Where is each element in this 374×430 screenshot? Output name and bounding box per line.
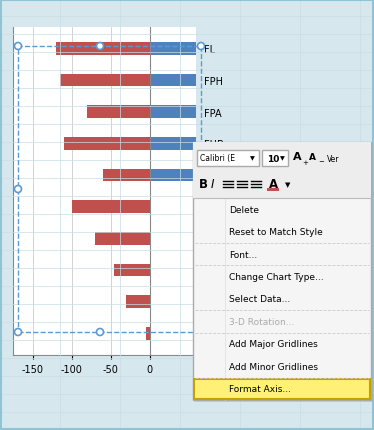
Text: Format Axis...: Format Axis...	[229, 384, 291, 393]
Bar	[95, 233, 150, 245]
Bar	[103, 169, 150, 182]
Circle shape	[197, 186, 205, 193]
Text: 3-D Rotation...: 3-D Rotation...	[229, 317, 294, 326]
Circle shape	[197, 43, 205, 50]
Text: Calibri (E: Calibri (E	[200, 154, 235, 163]
Text: A: A	[309, 153, 316, 162]
Bar	[114, 264, 150, 276]
Text: Font...: Font...	[229, 250, 257, 259]
Bar	[56, 43, 150, 55]
Bar	[150, 74, 243, 87]
Text: Add Minor Gridlines: Add Minor Gridlines	[229, 362, 318, 371]
Text: Change Chart Type...: Change Chart Type...	[229, 273, 324, 281]
FancyBboxPatch shape	[193, 143, 371, 400]
Circle shape	[15, 43, 21, 50]
Text: ▼: ▼	[280, 156, 285, 161]
FancyBboxPatch shape	[197, 150, 259, 166]
FancyBboxPatch shape	[193, 143, 371, 199]
Bar	[87, 106, 150, 119]
Text: Ver: Ver	[327, 154, 340, 163]
FancyBboxPatch shape	[194, 379, 370, 399]
Text: Reset to Match Style: Reset to Match Style	[229, 227, 323, 236]
Text: −: −	[318, 159, 324, 165]
Text: A: A	[293, 152, 301, 162]
Bar	[145, 327, 150, 340]
Bar	[150, 138, 220, 150]
Text: 10: 10	[267, 154, 279, 163]
Text: A: A	[269, 178, 278, 191]
Circle shape	[96, 43, 104, 50]
Text: +: +	[302, 160, 308, 166]
Text: Delete: Delete	[229, 205, 259, 214]
Text: I: I	[211, 178, 215, 191]
Circle shape	[15, 329, 21, 336]
Bar	[150, 106, 227, 119]
Circle shape	[15, 186, 21, 193]
Bar	[150, 169, 204, 182]
Bar	[150, 43, 251, 55]
Bar	[60, 74, 150, 87]
Text: ▼: ▼	[285, 181, 290, 187]
Bar	[126, 296, 150, 308]
Text: ▼: ▼	[250, 156, 255, 161]
Circle shape	[96, 329, 104, 336]
Bar	[64, 138, 150, 150]
FancyBboxPatch shape	[267, 189, 279, 191]
Circle shape	[197, 329, 205, 336]
FancyBboxPatch shape	[262, 150, 288, 166]
Bar	[71, 201, 150, 213]
Text: B: B	[199, 178, 208, 191]
Text: Select Data...: Select Data...	[229, 295, 290, 304]
Text: Add Major Gridlines: Add Major Gridlines	[229, 340, 318, 349]
FancyBboxPatch shape	[195, 144, 373, 402]
